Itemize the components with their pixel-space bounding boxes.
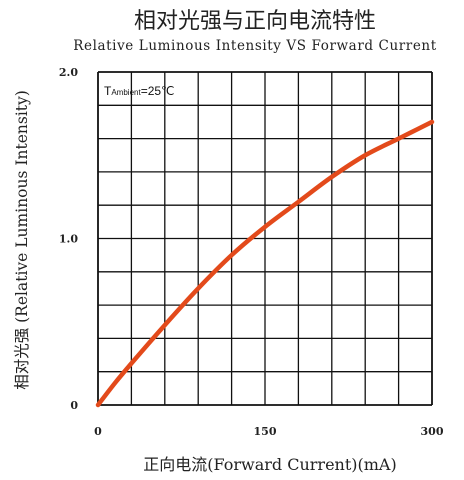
- tick-labels: 0 150 300 0 1.0 2.0: [59, 66, 444, 438]
- y-tick-label: 2.0: [59, 66, 78, 79]
- series-line: [95, 119, 435, 408]
- chart-title: 相对光强与正向电流特性: [134, 9, 376, 34]
- chart-subtitle: Relative Luminous Intensity VS Forward C…: [73, 38, 437, 54]
- y-tick-label: 0: [70, 399, 78, 412]
- y-tick-label: 1.0: [59, 233, 78, 246]
- series-group: [95, 119, 435, 408]
- plot-grid: [97, 71, 433, 406]
- y-axis-label: 相对光强 (Relative Luminous Intensity): [13, 90, 31, 390]
- x-tick-label: 300: [421, 425, 444, 438]
- ambient-temperature-annotation: TAmbient=25℃: [104, 84, 175, 98]
- x-tick-label: 150: [254, 425, 277, 438]
- x-tick-label: 0: [94, 425, 102, 438]
- x-axis-label: 正向电流(Forward Current)(mA): [143, 455, 396, 474]
